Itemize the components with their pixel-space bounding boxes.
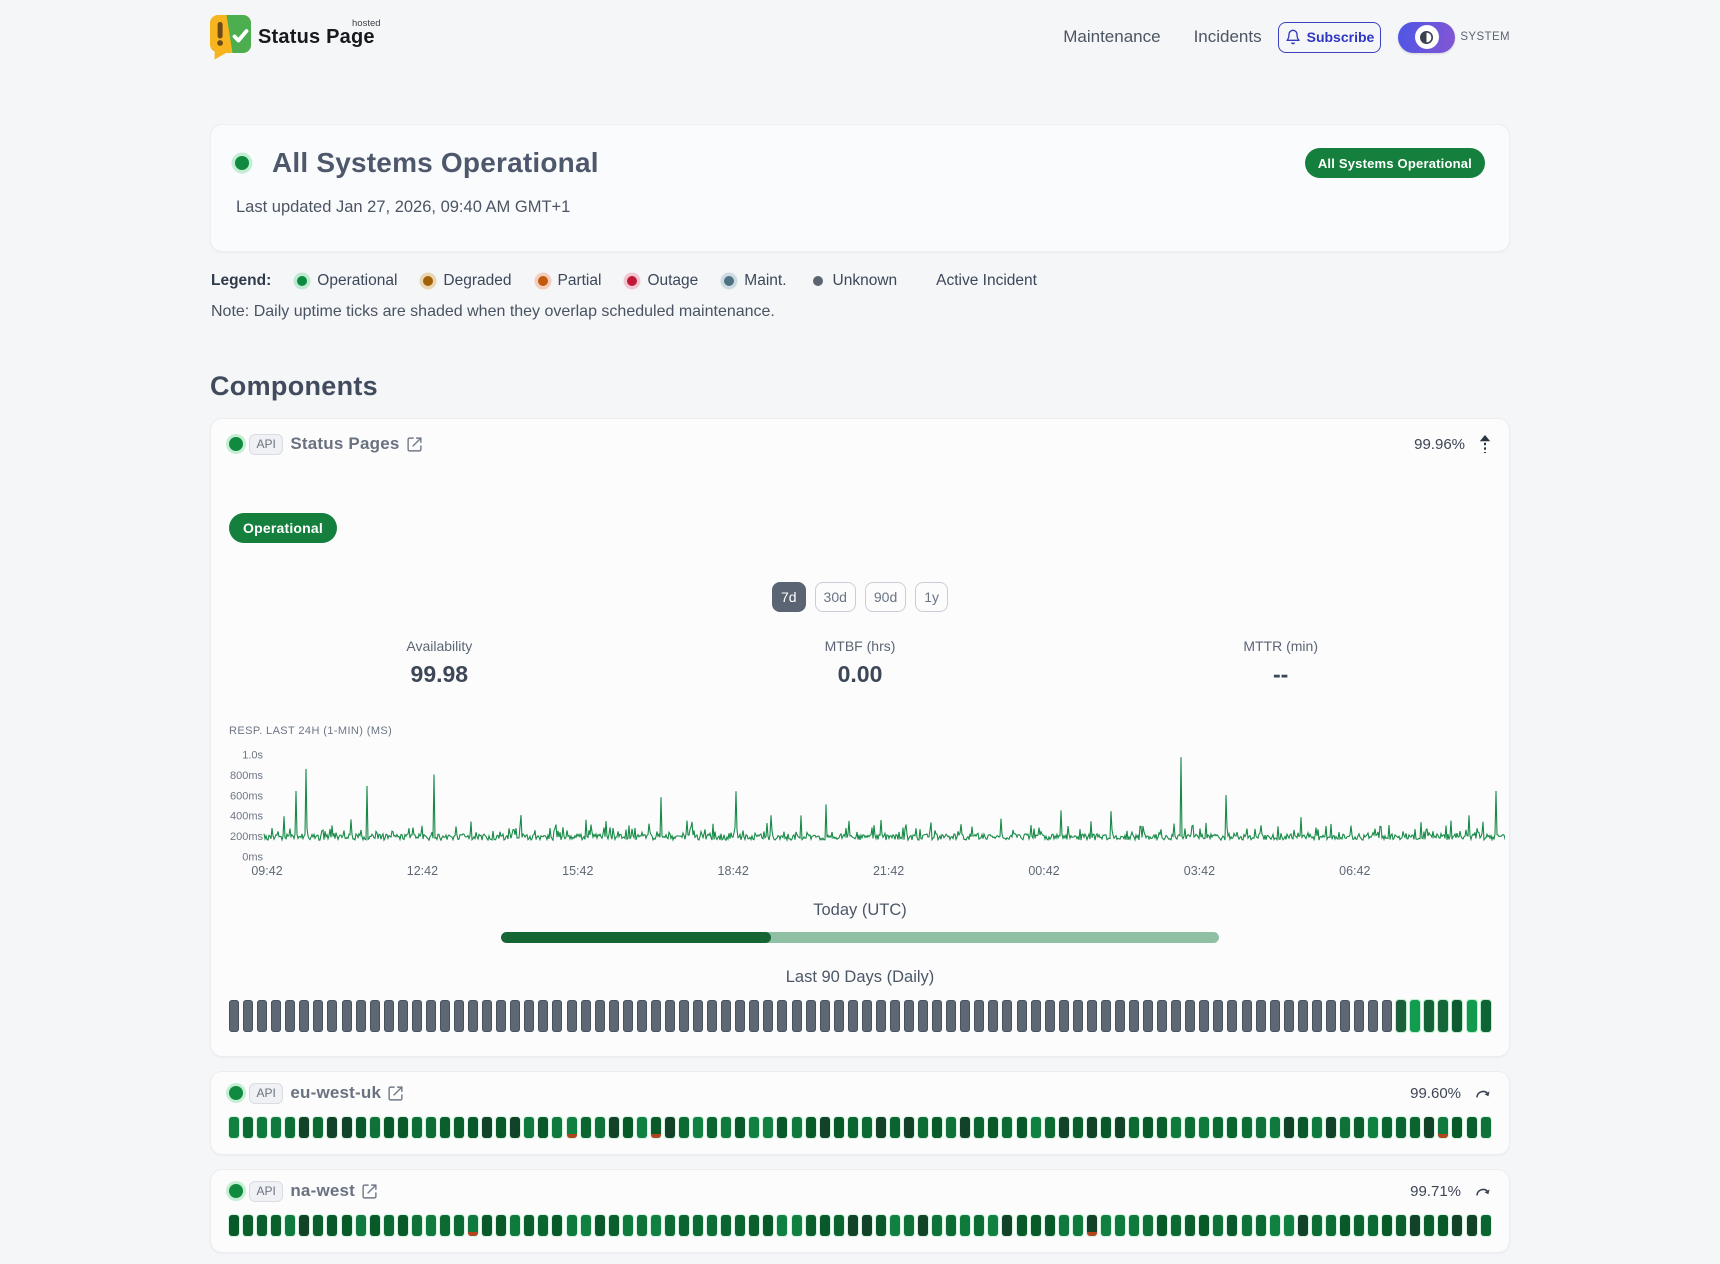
- svg-text:15:42: 15:42: [562, 864, 593, 878]
- svg-text:09:42: 09:42: [251, 864, 282, 878]
- svg-text:0ms: 0ms: [242, 852, 263, 864]
- svg-text:1.0s: 1.0s: [242, 750, 263, 762]
- svg-text:18:42: 18:42: [718, 864, 749, 878]
- svg-text:00:42: 00:42: [1028, 864, 1059, 878]
- svg-text:21:42: 21:42: [873, 864, 904, 878]
- svg-text:200ms: 200ms: [230, 831, 264, 843]
- svg-text:03:42: 03:42: [1184, 864, 1215, 878]
- svg-text:06:42: 06:42: [1339, 864, 1370, 878]
- svg-text:600ms: 600ms: [230, 790, 264, 802]
- svg-text:12:42: 12:42: [407, 864, 438, 878]
- svg-text:400ms: 400ms: [230, 811, 264, 823]
- svg-text:800ms: 800ms: [230, 770, 264, 782]
